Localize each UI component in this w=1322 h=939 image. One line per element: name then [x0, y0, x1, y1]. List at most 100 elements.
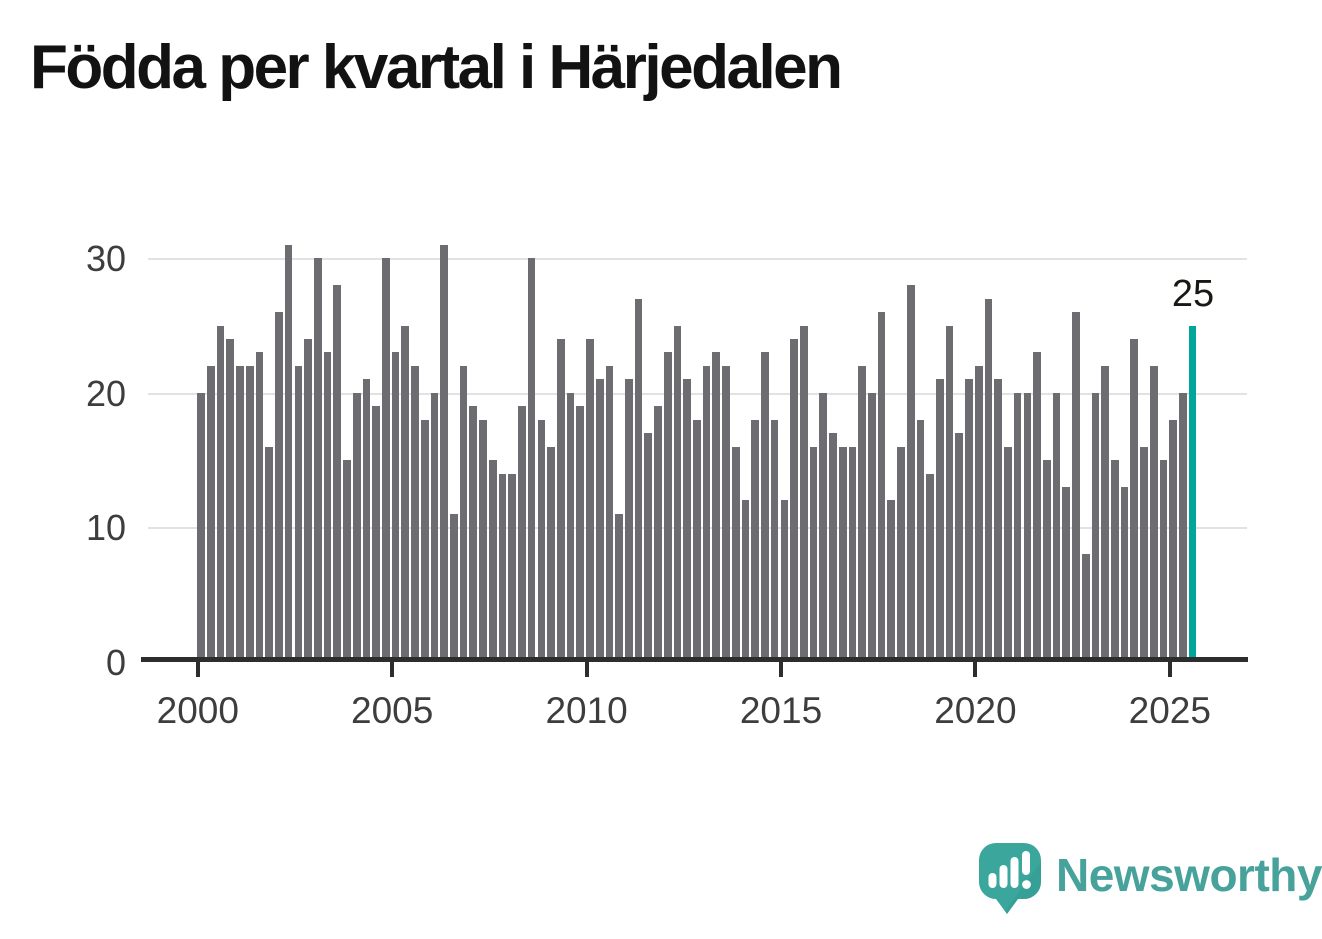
gridline-30 [148, 258, 1247, 261]
bar [430, 392, 439, 662]
bar [197, 392, 205, 662]
x-axis-tick [973, 662, 978, 677]
bar [1033, 352, 1041, 662]
x-axis-label: 2020 [934, 690, 1017, 731]
bar [1120, 487, 1129, 662]
x-axis-label: 2010 [545, 690, 628, 731]
bar [1159, 460, 1168, 662]
bar [1072, 312, 1080, 662]
bar [965, 379, 973, 662]
bar [877, 312, 886, 662]
bar [284, 244, 293, 662]
bar [527, 258, 536, 662]
bar [829, 433, 837, 662]
newsworthy-wordmark: Newsworthy [1056, 849, 1322, 901]
bar [1169, 419, 1177, 662]
bar [974, 365, 983, 662]
y-axis-label: 10 [85, 507, 126, 549]
bar [333, 285, 342, 662]
bar [498, 473, 507, 662]
bar [1081, 554, 1090, 662]
bar [1013, 392, 1022, 662]
bar [313, 258, 322, 662]
bar [411, 365, 419, 662]
bar [343, 460, 351, 662]
bar [984, 298, 993, 662]
bar [401, 325, 410, 662]
bar [488, 460, 497, 662]
bar [683, 379, 691, 662]
newsworthy-logo-icon [979, 843, 1041, 914]
x-axis-tick [779, 662, 783, 677]
bar [790, 338, 798, 662]
bar [663, 352, 672, 662]
bar [693, 419, 701, 662]
bar [595, 379, 604, 662]
value-annotation: 25 [1171, 273, 1215, 315]
bar [955, 433, 964, 662]
x-axis-label: 2000 [156, 690, 239, 731]
bar [323, 352, 332, 662]
bar [605, 365, 614, 662]
bar [838, 446, 847, 662]
bar [994, 379, 1003, 662]
bar [867, 392, 876, 662]
bar [566, 392, 575, 662]
bar [702, 365, 711, 662]
bar [780, 500, 789, 662]
bar [916, 419, 925, 662]
bar [216, 325, 225, 662]
bar [722, 365, 730, 662]
bar [508, 473, 517, 662]
bar [761, 352, 769, 662]
bar [858, 365, 866, 662]
bar [450, 513, 458, 662]
bar [1101, 365, 1109, 662]
bar [391, 352, 400, 662]
bar [518, 406, 526, 662]
bar [275, 312, 283, 662]
bar [352, 392, 361, 662]
bar [887, 500, 896, 662]
chart-title: Födda per kvartal i Härjedalen [30, 33, 843, 102]
bar [936, 379, 944, 662]
bar [1091, 392, 1100, 662]
bar [547, 446, 555, 662]
bar [848, 446, 857, 662]
bar [1110, 460, 1119, 662]
bar [479, 419, 487, 662]
bar [537, 419, 546, 662]
x-axis-tick [1167, 662, 1172, 677]
bar [372, 406, 380, 662]
bar [440, 244, 448, 662]
bar [654, 406, 662, 662]
bar [945, 325, 954, 662]
bar [906, 285, 915, 662]
bar [1023, 392, 1032, 662]
bar [809, 446, 818, 662]
x-axis-label: 2015 [739, 690, 823, 731]
y-axis-label: 30 [85, 238, 126, 280]
bar [1062, 487, 1071, 662]
bar [556, 338, 565, 662]
bar [615, 513, 623, 662]
x-axis-line [141, 657, 1248, 662]
bar [624, 379, 633, 662]
bar [255, 352, 264, 662]
x-axis-tick [584, 662, 589, 677]
bar [770, 419, 779, 662]
bar [751, 419, 760, 662]
bar [459, 365, 468, 662]
bar [245, 365, 254, 662]
x-axis-tick [390, 662, 395, 677]
bar [304, 338, 312, 662]
bar [226, 338, 235, 662]
bar [644, 433, 653, 662]
bar [236, 365, 244, 662]
bar [1179, 392, 1187, 662]
x-axis-label: 2025 [1128, 690, 1211, 731]
bar [673, 325, 682, 662]
bar [1149, 365, 1158, 662]
